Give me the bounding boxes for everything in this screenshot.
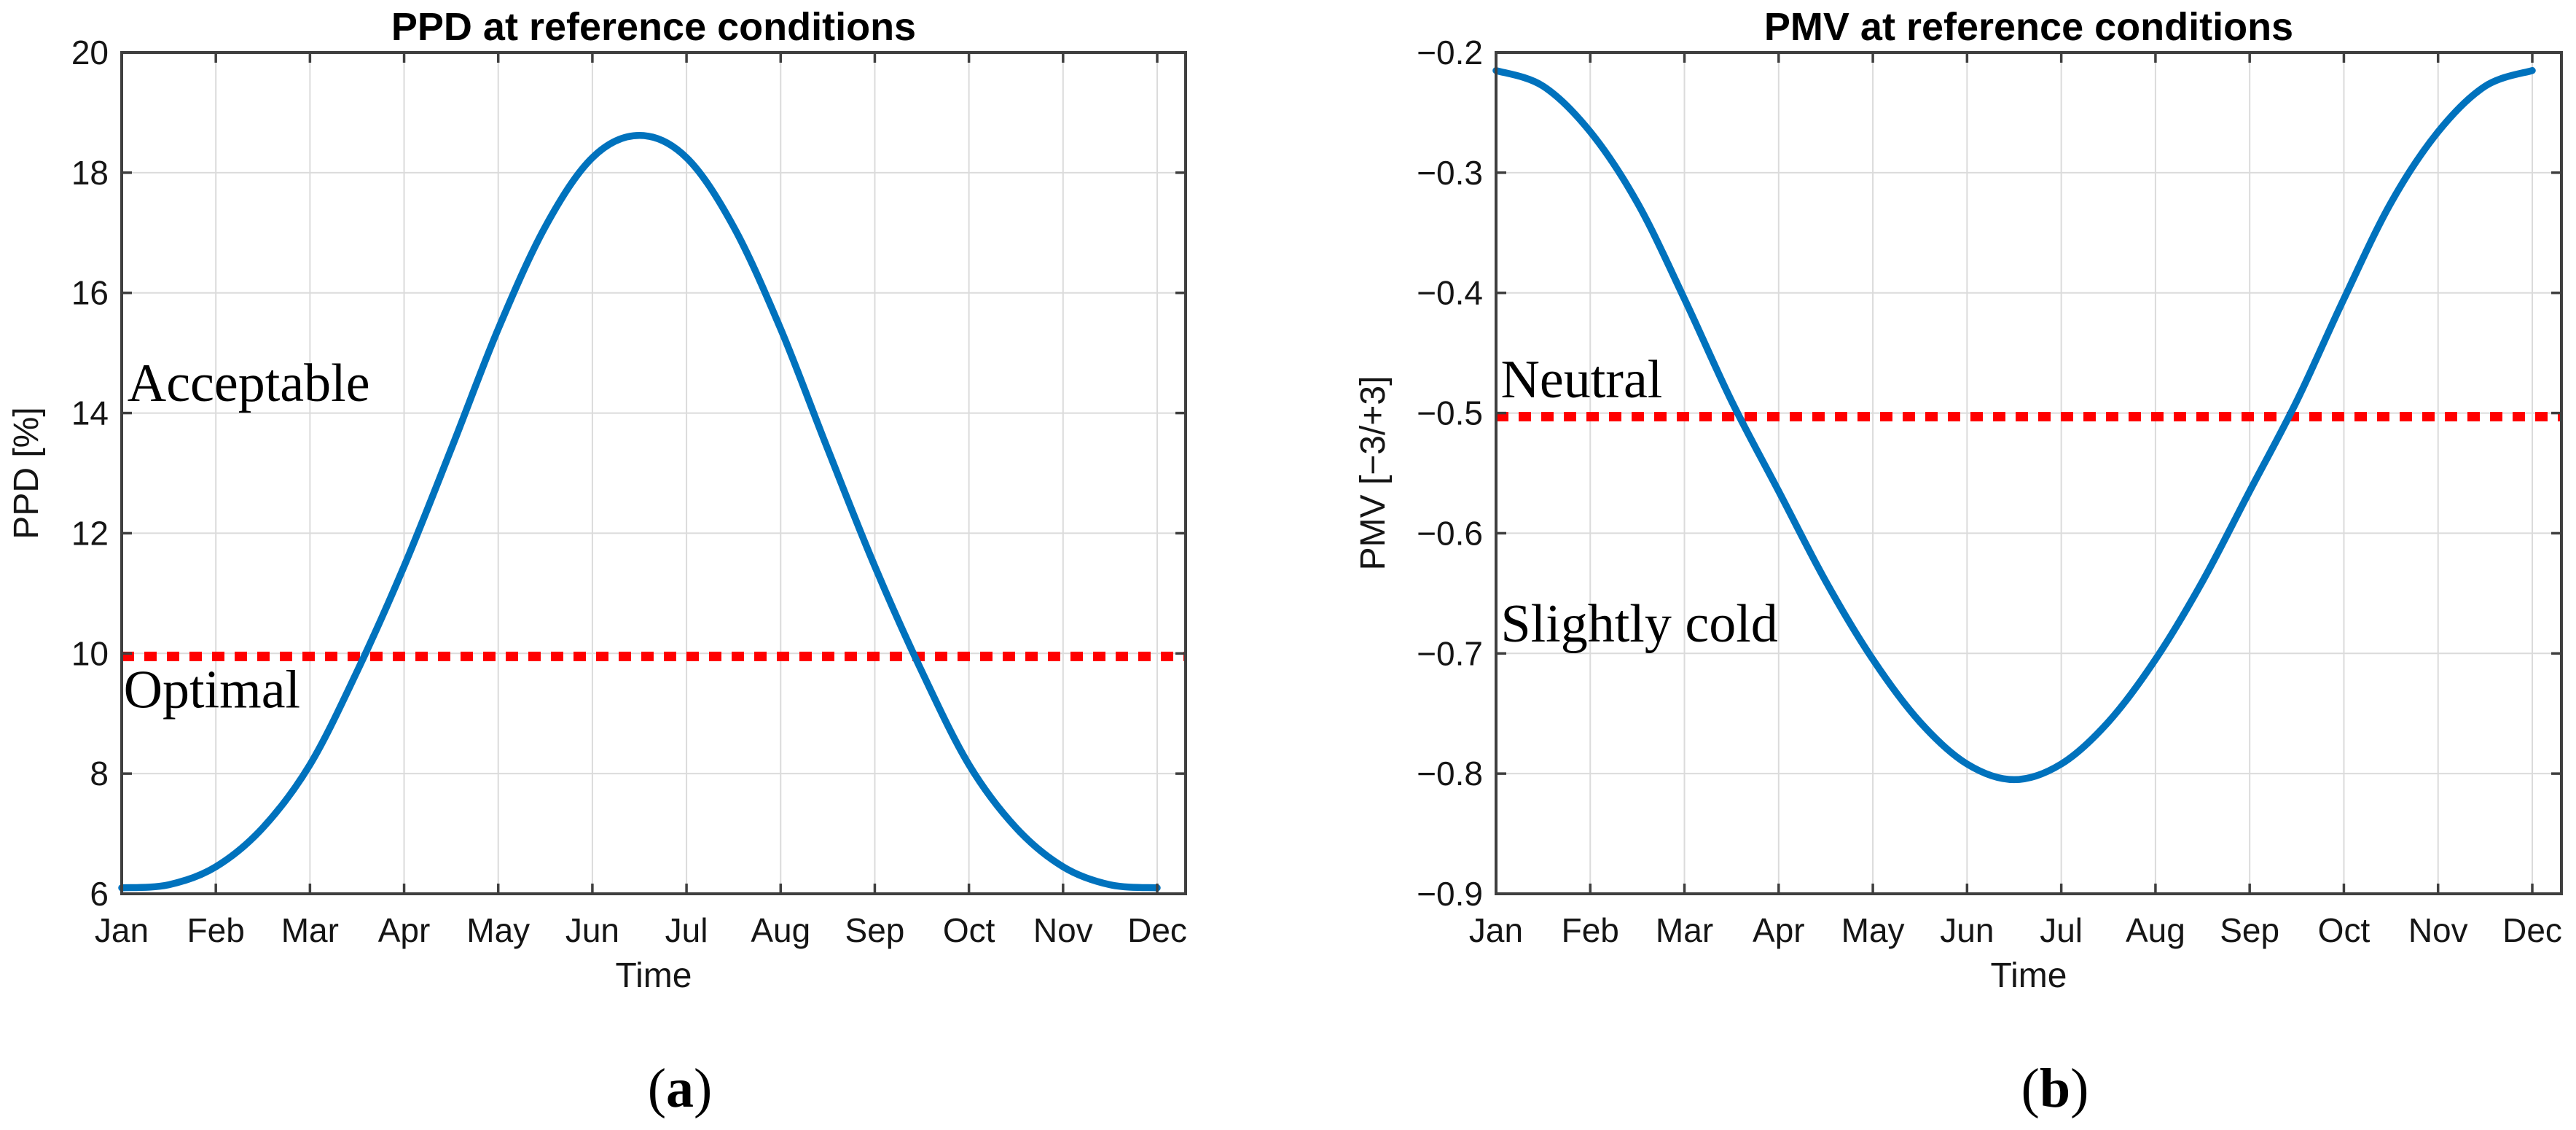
y-tick-label: 18 (71, 154, 109, 192)
y-tick-label: −0.8 (1417, 755, 1483, 792)
x-tick-label: Apr (378, 911, 431, 949)
plot-border (120, 51, 1187, 895)
x-tick-label: Oct (2318, 911, 2371, 949)
pmv-curve (1492, 66, 2536, 784)
x-axis-label: Time (616, 956, 692, 995)
y-tick-label: −0.9 (1417, 875, 1483, 913)
x-tick-label: Oct (943, 911, 995, 949)
x-tick-label: Jan (1469, 911, 1523, 949)
panel-b: −0.9 −0.8 −0.7 −0.6 −0.5 −0.4 −0.3 −0.2 Jan Feb Ma… (1354, 5, 2563, 1119)
chart-title: PPD at reference conditions (391, 5, 916, 49)
x-tick-label: Sep (2220, 911, 2279, 949)
y-tick-label: 12 (71, 514, 109, 552)
x-tick-label: Aug (2126, 911, 2185, 949)
panel-label-a: (a) (648, 1058, 713, 1119)
y-tick-label: 14 (71, 394, 109, 432)
y-tick-label: 10 (71, 634, 109, 672)
x-tick-label: Jun (565, 911, 619, 949)
y-tick-label: −0.2 (1417, 34, 1483, 71)
y-tick-label: −0.6 (1417, 514, 1483, 552)
annotation-slightly-cold: Slightly cold (1500, 594, 1777, 654)
x-tick-label: Mar (281, 911, 339, 949)
y-tick-label: −0.3 (1417, 154, 1483, 192)
chart-title: PMV at reference conditions (1764, 5, 2293, 49)
ppd-curve (118, 132, 1161, 892)
x-tick-label: Jul (665, 911, 708, 949)
plot-border (1495, 51, 2563, 895)
y-tick-label: 20 (71, 34, 109, 71)
y-axis-label: PMV [−3/+3] (1354, 376, 1393, 571)
x-tick-label: Feb (1562, 911, 1619, 949)
y-tick-label: 8 (90, 755, 109, 792)
x-tick-label: Aug (751, 911, 810, 949)
y-axis-label: PPD [%] (7, 407, 46, 539)
x-tick-label: May (1841, 911, 1905, 949)
x-tick-label: Feb (187, 911, 245, 949)
x-tick-label: Apr (1753, 911, 1805, 949)
x-tick-label: Sep (845, 911, 905, 949)
panel-a: 6 8 10 12 14 16 18 20 Jan Feb Mar Apr May Jun Jul Aug Se… (7, 5, 1187, 1119)
x-tick-label: Dec (1127, 911, 1187, 949)
y-tick-label: 16 (71, 274, 109, 312)
x-tick-label: Dec (2502, 911, 2562, 949)
y-tick-label: −0.7 (1417, 634, 1483, 672)
y-tick-label: 6 (90, 875, 109, 913)
annotation-neutral: Neutral (1500, 350, 1662, 410)
x-axis-label: Time (1991, 956, 2067, 995)
x-tick-label: Jan (95, 911, 149, 949)
x-tick-label: Nov (2408, 911, 2468, 949)
annotation-acceptable: Acceptable (128, 354, 370, 413)
x-tick-label: Jun (1940, 911, 1994, 949)
x-tick-label: May (466, 911, 530, 949)
x-tick-label: Nov (1033, 911, 1093, 949)
annotation-optimal: Optimal (124, 660, 301, 720)
panel-label-b: (b) (2021, 1058, 2089, 1119)
x-tick-label: Mar (1656, 911, 1713, 949)
x-tick-label: Jul (2040, 911, 2083, 949)
y-tick-label: −0.4 (1417, 274, 1483, 312)
y-tick-label: −0.5 (1417, 394, 1483, 432)
